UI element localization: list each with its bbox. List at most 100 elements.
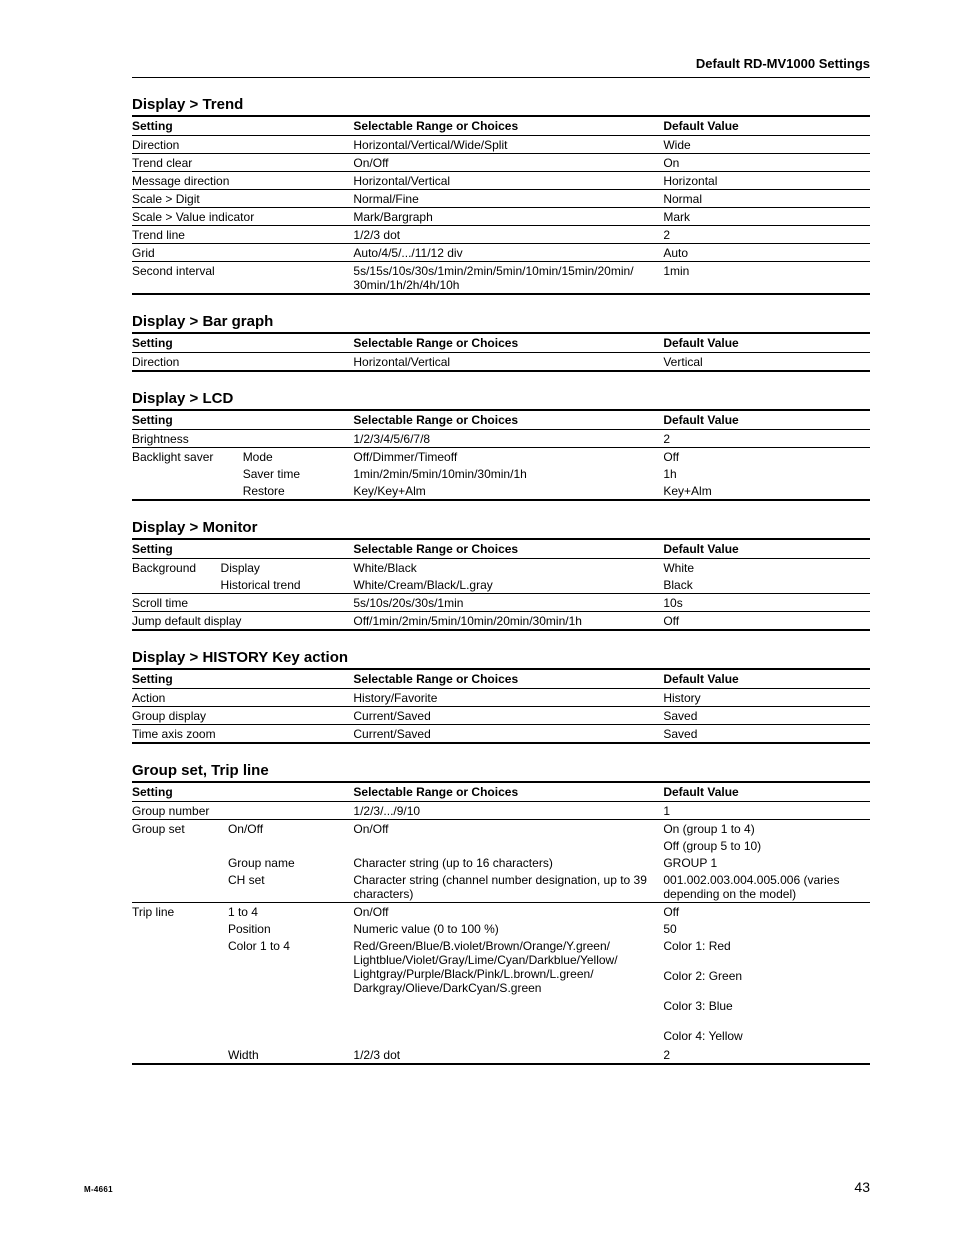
- default-value-line: Color 4: Yellow: [663, 1029, 866, 1045]
- column-header: [221, 540, 354, 559]
- section-heading: Display > Monitor: [132, 519, 870, 540]
- setting-cell: Scale > Digit: [132, 190, 353, 208]
- table-row: Saver time1min/2min/5min/10min/30min/1h1…: [132, 465, 870, 482]
- column-header: Default Value: [663, 670, 870, 689]
- table-row: Scale > Value indicatorMark/BargraphMark: [132, 208, 870, 226]
- choices-cell: Auto/4/5/.../11/12 div: [353, 244, 663, 262]
- default-cell: Saved: [663, 725, 870, 744]
- sub-setting-cell: Restore: [243, 482, 354, 500]
- setting-cell: Grid: [132, 244, 353, 262]
- default-cell: 50: [663, 920, 870, 937]
- section-heading: Display > Trend: [132, 96, 870, 117]
- table-row: Group setOn/OffOn/OffOn (group 1 to 4): [132, 820, 870, 838]
- default-cell: 2: [663, 430, 870, 448]
- column-header: Selectable Range or Choices: [353, 334, 663, 353]
- column-header: Default Value: [663, 334, 870, 353]
- column-header: Setting: [132, 670, 353, 689]
- table-row: ActionHistory/FavoriteHistory: [132, 689, 870, 707]
- header-rule: [132, 77, 870, 78]
- setting-cell: [132, 482, 243, 500]
- choices-cell: 5s/10s/20s/30s/1min: [353, 594, 663, 612]
- choices-cell: 5s/15s/10s/30s/1min/2min/5min/10min/15mi…: [353, 262, 663, 295]
- setting-cell: Direction: [132, 353, 353, 372]
- default-cell: On (group 1 to 4): [663, 820, 870, 838]
- default-cell: Off (group 5 to 10): [663, 837, 870, 854]
- header-title: Default RD-MV1000 Settings: [132, 56, 870, 77]
- settings-table: SettingSelectable Range or ChoicesDefaul…: [132, 540, 870, 631]
- column-header: Selectable Range or Choices: [353, 670, 663, 689]
- setting-cell: Time axis zoom: [132, 725, 353, 744]
- setting-cell: [132, 1046, 228, 1064]
- setting-cell: Second interval: [132, 262, 353, 295]
- table-row: Group nameCharacter string (up to 16 cha…: [132, 854, 870, 871]
- column-header: Setting: [132, 783, 228, 802]
- table-row: Second interval5s/15s/10s/30s/1min/2min/…: [132, 262, 870, 295]
- column-header: Default Value: [663, 783, 870, 802]
- setting-cell: Background: [132, 559, 221, 577]
- table-row: RestoreKey/Key+AlmKey+Alm: [132, 482, 870, 500]
- column-header: [243, 411, 354, 430]
- section-heading: Display > Bar graph: [132, 313, 870, 334]
- choices-cell: Numeric value (0 to 100 %): [353, 920, 663, 937]
- choices-cell: On/Off: [353, 903, 663, 921]
- setting-cell: Group display: [132, 707, 353, 725]
- footer-page-number: 43: [854, 1179, 870, 1195]
- sub-setting-cell: Historical trend: [221, 576, 354, 594]
- table-row: Group displayCurrent/SavedSaved: [132, 707, 870, 725]
- column-header: Default Value: [663, 540, 870, 559]
- table-row: Time axis zoomCurrent/SavedSaved: [132, 725, 870, 744]
- choices-cell: Current/Saved: [353, 707, 663, 725]
- table-row: DirectionHorizontal/Vertical/Wide/SplitW…: [132, 136, 870, 154]
- footer-doc-id: M-4661: [84, 1185, 113, 1194]
- section-heading: Display > LCD: [132, 390, 870, 411]
- table-row: Group number1/2/3/.../9/101: [132, 802, 870, 820]
- setting-cell: Trend clear: [132, 154, 353, 172]
- default-cell: 2: [663, 1046, 870, 1064]
- setting-cell: [132, 576, 221, 594]
- settings-section: Display > LCDSettingSelectable Range or …: [132, 390, 870, 501]
- column-header: Selectable Range or Choices: [353, 783, 663, 802]
- table-row: Color 1 to 4Red/Green/Blue/B.violet/Brow…: [132, 937, 870, 1046]
- default-cell: 001.002.003.004.005.006 (varies dependin…: [663, 871, 870, 903]
- document-page: Default RD-MV1000 Settings Display > Tre…: [0, 0, 954, 1235]
- table-row: DirectionHorizontal/VerticalVertical: [132, 353, 870, 372]
- choices-cell: Horizontal/Vertical/Wide/Split: [353, 136, 663, 154]
- default-value-line: Color 3: Blue: [663, 999, 866, 1015]
- default-cell: Off: [663, 448, 870, 466]
- default-value-line: Color 1: Red: [663, 939, 866, 955]
- sub-setting-cell: Width: [228, 1046, 353, 1064]
- choices-cell: Horizontal/Vertical: [353, 353, 663, 372]
- default-cell: 1min: [663, 262, 870, 295]
- column-header: Default Value: [663, 117, 870, 136]
- default-cell: Wide: [663, 136, 870, 154]
- column-header: Selectable Range or Choices: [353, 411, 663, 430]
- default-cell: 2: [663, 226, 870, 244]
- section-heading: Display > HISTORY Key action: [132, 649, 870, 670]
- table-row: Scroll time5s/10s/20s/30s/1min10s: [132, 594, 870, 612]
- setting-cell: Scroll time: [132, 594, 221, 612]
- choices-cell: White/Black: [353, 559, 663, 577]
- default-cell: Saved: [663, 707, 870, 725]
- default-value-line: Color 2: Green: [663, 969, 866, 985]
- table-row: Jump default displayOff/1min/2min/5min/1…: [132, 612, 870, 631]
- default-cell: Auto: [663, 244, 870, 262]
- table-row: Width1/2/3 dot2: [132, 1046, 870, 1064]
- column-header: Setting: [132, 117, 353, 136]
- table-row: Trend clearOn/OffOn: [132, 154, 870, 172]
- table-row: Message directionHorizontal/VerticalHori…: [132, 172, 870, 190]
- default-cell: 1h: [663, 465, 870, 482]
- choices-cell: Mark/Bargraph: [353, 208, 663, 226]
- default-cell: GROUP 1: [663, 854, 870, 871]
- settings-section: Display > HISTORY Key actionSettingSelec…: [132, 649, 870, 744]
- choices-cell: [353, 837, 663, 854]
- default-cell: Key+Alm: [663, 482, 870, 500]
- sub-setting-cell: Saver time: [243, 465, 354, 482]
- choices-cell: Red/Green/Blue/B.violet/Brown/Orange/Y.g…: [353, 937, 663, 1046]
- choices-cell: Key/Key+Alm: [353, 482, 663, 500]
- sub-setting-cell: [243, 430, 354, 448]
- choices-cell: Character string (channel number designa…: [353, 871, 663, 903]
- default-cell: Color 1: Red Color 2: Green Color 3: Blue C…: [663, 937, 870, 1046]
- choices-cell: Current/Saved: [353, 725, 663, 744]
- choices-cell: 1/2/3/.../9/10: [353, 802, 663, 820]
- choices-cell: White/Cream/Black/L.gray: [353, 576, 663, 594]
